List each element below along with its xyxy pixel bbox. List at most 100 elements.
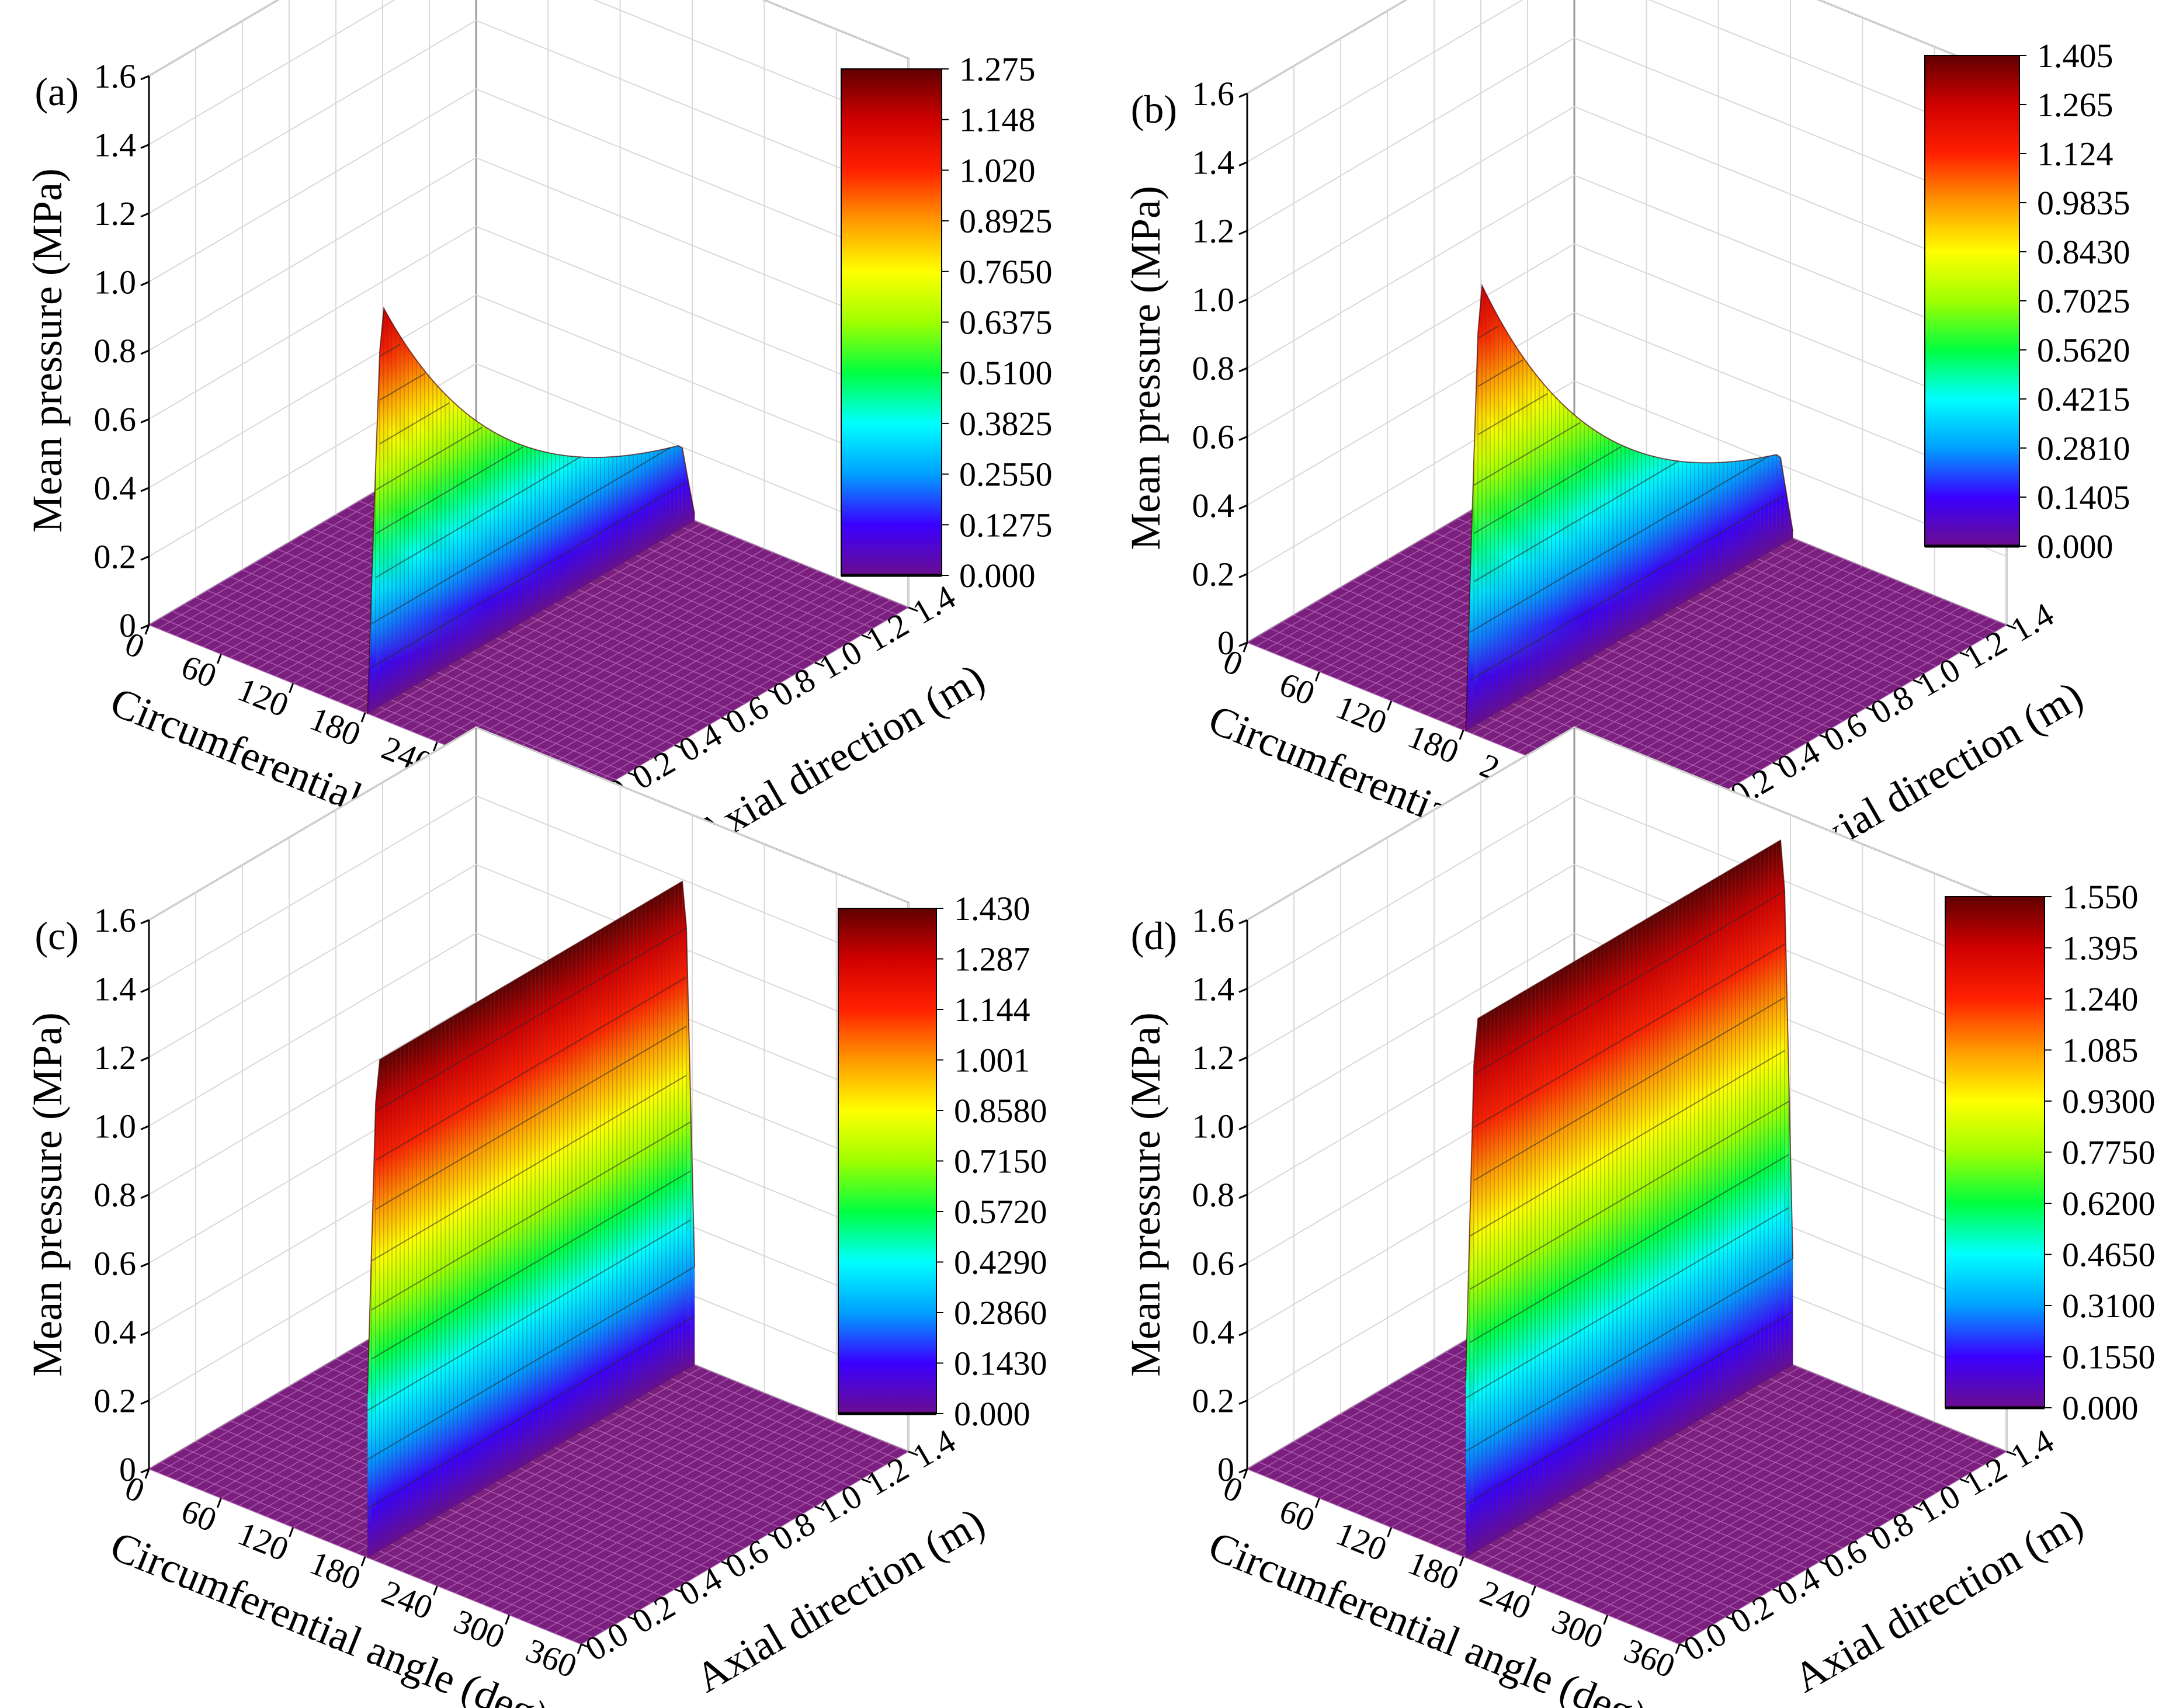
z-tick-label: 1.6 <box>94 57 137 95</box>
y-tick-label: 1.4 <box>2004 1422 2060 1476</box>
pressure-surface <box>1465 283 1794 732</box>
wall-grid <box>148 0 909 607</box>
colorbar-tick-label: 0.1430 <box>954 1345 1047 1383</box>
colorbar-tick-label: 0.5100 <box>959 354 1053 392</box>
colorbar-tick-label: 0.000 <box>954 1395 1030 1433</box>
surface-contours <box>371 343 687 668</box>
z-tick-label: 0.8 <box>94 332 137 370</box>
z-tick-label: 1.4 <box>1192 970 1235 1008</box>
z-tick-label: 0.8 <box>1192 349 1235 387</box>
colorbar-tick-label: 0.1275 <box>959 506 1053 544</box>
pressure-surface <box>367 880 696 1558</box>
colorbar-tick-label: 0.4650 <box>2062 1236 2156 1274</box>
pressure-surface <box>1465 839 1794 1558</box>
colorbar-gradient <box>841 68 942 576</box>
colorbar-tick-label: 0.7750 <box>2062 1134 2156 1172</box>
z-tick-label: 1.2 <box>1192 1039 1235 1077</box>
colorbar-tick-label: 0.000 <box>2037 527 2113 565</box>
colorbar-tick-label: 0.1550 <box>2062 1338 2156 1376</box>
colorbar-tick-label: 1.550 <box>2062 878 2139 916</box>
colorbar-tick-label: 0.7650 <box>959 253 1053 291</box>
y-tick-label: 1.4 <box>2004 595 2060 650</box>
z-tick-label: 1.2 <box>94 1039 137 1077</box>
panel-label: (b) <box>1131 87 1177 131</box>
colorbar-tick-label: 1.265 <box>2037 86 2113 124</box>
z-axis-label: Mean pressure (MPa) <box>24 168 71 533</box>
colorbar-tick-label: 1.405 <box>2037 37 2113 75</box>
colorbar: 1.405 1.265 1.124 0.9835 0.8430 0.7025 0.5620 0… <box>1924 37 2130 565</box>
colorbar-tick-label: 1.020 <box>959 151 1036 189</box>
colorbar-tick-label: 0.4215 <box>2037 380 2130 418</box>
z-tick-label: 0.6 <box>1192 1245 1235 1283</box>
surface-ridge <box>1465 283 1794 731</box>
surface-contours <box>367 927 695 1509</box>
colorbar-tick-label: 1.144 <box>954 991 1030 1029</box>
colorbar-tick-label: 0.2860 <box>954 1294 1047 1332</box>
y-tick-label: 1.4 <box>906 1422 962 1476</box>
colorbar-gradient <box>1924 55 2020 547</box>
z-tick-label: 1.6 <box>94 901 137 939</box>
z-tick-label: 0 <box>119 606 136 644</box>
surface-ridge <box>367 306 696 714</box>
z-tick-label: 1.2 <box>94 195 137 232</box>
colorbar-gradient <box>838 908 937 1414</box>
colorbar-tick-label: 0.1405 <box>2037 478 2130 516</box>
surface-ridge <box>1465 839 1794 1381</box>
colorbar-tick-label: 0.8430 <box>2037 233 2130 271</box>
z-tick-label: 0.6 <box>94 401 137 439</box>
z-tick-label: 0.2 <box>94 538 137 576</box>
y-tick-label: 1.4 <box>906 578 962 632</box>
z-tick-label: 0 <box>1217 1450 1234 1488</box>
z-tick-label: 1.0 <box>94 1108 137 1145</box>
z-tick-label: 1.0 <box>1192 1108 1235 1145</box>
z-tick-label: 1.0 <box>94 263 137 301</box>
surface-ridge <box>367 880 696 1394</box>
panel-label: (c) <box>35 914 79 958</box>
z-axis-label: Mean pressure (MPa) <box>1122 1012 1169 1377</box>
colorbar-tick-label: 0.3825 <box>959 405 1053 443</box>
colorbar-tick-label: 1.430 <box>954 890 1030 928</box>
z-tick-label: 0.2 <box>1192 1382 1235 1420</box>
colorbar-tick-label: 0.4290 <box>954 1244 1047 1282</box>
colorbar-tick-label: 0.5720 <box>954 1193 1047 1231</box>
colorbar-tick-label: 0.8580 <box>954 1092 1047 1130</box>
z-tick-label: 0.6 <box>94 1245 137 1283</box>
colorbar: 1.550 1.395 1.240 1.085 0.9300 0.7750 0.6200 0.… <box>1945 878 2156 1427</box>
colorbar-tick-label: 1.148 <box>959 101 1036 139</box>
colorbar-tick-label: 0.8925 <box>959 202 1053 240</box>
panel-label: (d) <box>1131 914 1177 958</box>
colorbar-tick-label: 0.9835 <box>2037 184 2130 222</box>
colorbar-tick-label: 1.287 <box>954 940 1030 978</box>
x-tick-label: 60 <box>176 647 222 695</box>
colorbar-tick-label: 0.6200 <box>2062 1185 2156 1223</box>
colorbar-tick-label: 0.7025 <box>2037 282 2130 320</box>
z-tick-label: 1.0 <box>1192 281 1235 319</box>
colorbar-tick-label: 0.6375 <box>959 304 1053 342</box>
panel-label: (a) <box>35 70 79 114</box>
z-tick-label: 1.4 <box>94 126 137 164</box>
z-tick-label: 1.6 <box>1192 901 1235 939</box>
colorbar-gradient <box>1945 896 2045 1408</box>
z-tick-label: 1.4 <box>1192 144 1235 182</box>
z-tick-label: 0.2 <box>1192 556 1235 593</box>
z-tick-label: 0.4 <box>94 469 137 507</box>
z-axis-label: Mean pressure (MPa) <box>24 1012 71 1377</box>
z-axis-label: Mean pressure (MPa) <box>1122 186 1169 550</box>
surface-contours <box>1465 890 1793 1505</box>
colorbar-tick-label: 1.240 <box>2062 980 2139 1018</box>
colorbar-tick-label: 1.085 <box>2062 1032 2139 1070</box>
z-tick-label: 0.8 <box>94 1176 137 1214</box>
x-tick-label: 60 <box>176 1491 222 1539</box>
z-tick-label: 1.2 <box>1192 212 1235 250</box>
z-tick-label: 0 <box>119 1450 136 1488</box>
z-tick-label: 1.4 <box>94 970 137 1008</box>
z-tick-label: 1.6 <box>1192 75 1235 113</box>
colorbar-tick-label: 0.9300 <box>2062 1082 2156 1120</box>
z-tick-label: 0.8 <box>1192 1176 1235 1214</box>
pressure-surface <box>367 306 696 714</box>
colorbar-tick-label: 0.000 <box>959 557 1036 595</box>
colorbar-tick-label: 0.7150 <box>954 1143 1047 1181</box>
